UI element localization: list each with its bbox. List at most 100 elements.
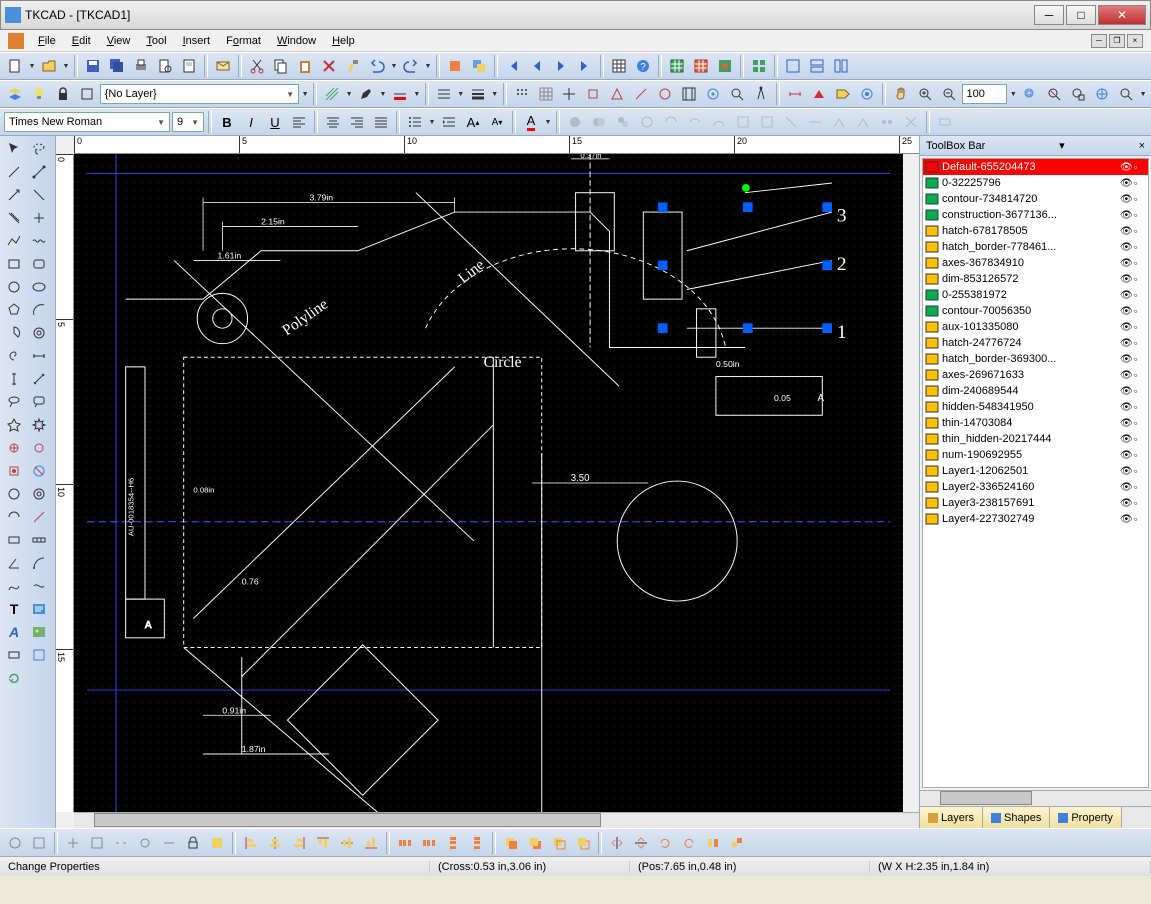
rrect-tool-icon[interactable]: [27, 253, 51, 275]
red-tri-icon[interactable]: [808, 83, 830, 105]
layer-list[interactable]: Default-655204473👁▫0-32225796👁▫contour-7…: [922, 158, 1149, 788]
menu-format[interactable]: Format: [218, 33, 269, 49]
flip-v-icon[interactable]: [630, 832, 652, 854]
redo-icon[interactable]: [400, 55, 422, 77]
shapea-icon[interactable]: [780, 111, 802, 133]
image-tool-icon[interactable]: [27, 621, 51, 643]
pen-dd[interactable]: ▼: [379, 91, 387, 98]
snap-circle-icon[interactable]: [654, 83, 676, 105]
lock-icon[interactable]: ▫: [1134, 162, 1146, 172]
snap2-icon[interactable]: [27, 437, 51, 459]
eye-icon[interactable]: 👁: [1120, 338, 1134, 349]
rect-tool-icon[interactable]: [2, 253, 26, 275]
layer-row[interactable]: 0-32225796👁▫: [923, 175, 1148, 191]
underline-icon[interactable]: U: [264, 111, 286, 133]
list-dd[interactable]: ▼: [428, 119, 436, 126]
undo-dd[interactable]: ▼: [390, 63, 398, 70]
menu-tool[interactable]: Tool: [138, 33, 174, 49]
snap-tri-icon[interactable]: [606, 83, 628, 105]
nav-first-icon[interactable]: [502, 55, 524, 77]
grid1-icon[interactable]: [666, 55, 688, 77]
diag-tool-icon[interactable]: [27, 184, 51, 206]
order1-icon[interactable]: [500, 832, 522, 854]
eye-icon[interactable]: 👁: [1120, 210, 1134, 221]
shape4-icon[interactable]: [636, 111, 658, 133]
align-center-icon[interactable]: [322, 111, 344, 133]
snap-cross-icon[interactable]: [559, 83, 581, 105]
linestyle-dd[interactable]: ▼: [457, 91, 465, 98]
polygon-tool-icon[interactable]: [2, 299, 26, 321]
eye-icon[interactable]: 👁: [1120, 226, 1134, 237]
eye-icon[interactable]: 👁: [1120, 242, 1134, 253]
dist1-icon[interactable]: [394, 832, 416, 854]
shapec-icon[interactable]: [828, 111, 850, 133]
zoom-page-icon[interactable]: [1067, 83, 1089, 105]
nav-next-icon[interactable]: [550, 55, 572, 77]
gear-icon[interactable]: [856, 83, 878, 105]
lock-icon[interactable]: ▫: [1134, 274, 1146, 284]
layer-row[interactable]: Layer3-238157691👁▫: [923, 495, 1148, 511]
bt8-icon[interactable]: [206, 832, 228, 854]
line3-tool-icon[interactable]: [27, 506, 51, 528]
shape6-icon[interactable]: [684, 111, 706, 133]
toolbox-close-icon[interactable]: ×: [1139, 140, 1145, 152]
zoom-ext-icon[interactable]: [1091, 83, 1113, 105]
lock-icon[interactable]: ▫: [1134, 418, 1146, 428]
ellipse-tool-icon[interactable]: [27, 276, 51, 298]
align-r-icon[interactable]: [288, 832, 310, 854]
save-icon[interactable]: [82, 55, 104, 77]
lock-icon[interactable]: ▫: [1134, 306, 1146, 316]
lock-icon[interactable]: ▫: [1134, 482, 1146, 492]
nav-prev-icon[interactable]: [526, 55, 548, 77]
window3-icon[interactable]: [830, 55, 852, 77]
print-icon[interactable]: [130, 55, 152, 77]
minimize-button[interactable]: ─: [1034, 5, 1064, 25]
preview-icon[interactable]: [154, 55, 176, 77]
shapee-icon[interactable]: [876, 111, 898, 133]
bt2-icon[interactable]: [28, 832, 50, 854]
eye-icon[interactable]: 👁: [1120, 354, 1134, 365]
bubble-tool-icon[interactable]: [27, 391, 51, 413]
3box-tool-icon[interactable]: [27, 529, 51, 551]
open-dd[interactable]: ▼: [62, 63, 70, 70]
snap-box-icon[interactable]: [582, 83, 604, 105]
menu-view[interactable]: View: [99, 33, 139, 49]
menu-file[interactable]: File: [30, 33, 64, 49]
lineweight-icon[interactable]: [467, 83, 489, 105]
order3-icon[interactable]: [548, 832, 570, 854]
lock-icon[interactable]: ▫: [1134, 498, 1146, 508]
italic-icon[interactable]: I: [240, 111, 262, 133]
square-icon[interactable]: [76, 83, 98, 105]
layer-row[interactable]: contour-734814720👁▫: [923, 191, 1148, 207]
arc3-tool-icon[interactable]: [27, 552, 51, 574]
layer-dd[interactable]: ▼: [301, 91, 309, 98]
dist2-icon[interactable]: [418, 832, 440, 854]
eye-icon[interactable]: 👁: [1120, 258, 1134, 269]
layer-row[interactable]: hatch-678178505👁▫: [923, 223, 1148, 239]
wave-tool-icon[interactable]: [27, 230, 51, 252]
shape1-icon[interactable]: [564, 111, 586, 133]
redo-dd[interactable]: ▼: [424, 63, 432, 70]
tab-shapes[interactable]: Shapes: [983, 807, 1050, 828]
mdi-min[interactable]: ─: [1091, 34, 1107, 48]
frame-tool-icon[interactable]: [2, 529, 26, 551]
layer-row[interactable]: Layer2-336524160👁▫: [923, 479, 1148, 495]
layer-row[interactable]: Layer4-227302749👁▫: [923, 511, 1148, 527]
lock-icon[interactable]: [52, 83, 74, 105]
undo-icon[interactable]: [366, 55, 388, 77]
menu-window[interactable]: Window: [269, 33, 324, 49]
layer-row[interactable]: hatch_border-778461...👁▫: [923, 239, 1148, 255]
layer-row[interactable]: hatch-24776724👁▫: [923, 335, 1148, 351]
scroll-horizontal[interactable]: [74, 812, 919, 828]
eye-icon[interactable]: 👁: [1120, 178, 1134, 189]
snap4-icon[interactable]: [27, 460, 51, 482]
indent-icon[interactable]: [438, 111, 460, 133]
line-tool-icon[interactable]: [2, 161, 26, 183]
email-icon[interactable]: [212, 55, 234, 77]
grid3-icon[interactable]: [714, 55, 736, 77]
layer-row[interactable]: thin_hidden-20217444👁▫: [923, 431, 1148, 447]
dim-d-icon[interactable]: [27, 368, 51, 390]
saveall-icon[interactable]: [106, 55, 128, 77]
shaped-icon[interactable]: [852, 111, 874, 133]
layer-row[interactable]: num-190692955👁▫: [923, 447, 1148, 463]
